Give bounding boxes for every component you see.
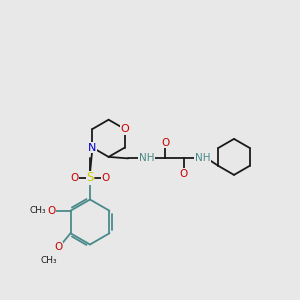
Text: CH₃: CH₃ <box>29 206 46 215</box>
Text: CH₃: CH₃ <box>40 256 57 265</box>
Text: O: O <box>120 124 129 134</box>
Text: S: S <box>86 171 94 184</box>
Text: O: O <box>161 138 170 148</box>
Text: O: O <box>180 169 188 179</box>
Text: NH: NH <box>195 153 210 164</box>
Text: O: O <box>101 173 110 183</box>
Text: O: O <box>54 242 63 252</box>
Text: NH: NH <box>139 153 154 164</box>
Text: N: N <box>88 142 97 153</box>
Text: O: O <box>70 173 79 183</box>
Text: O: O <box>47 206 56 216</box>
